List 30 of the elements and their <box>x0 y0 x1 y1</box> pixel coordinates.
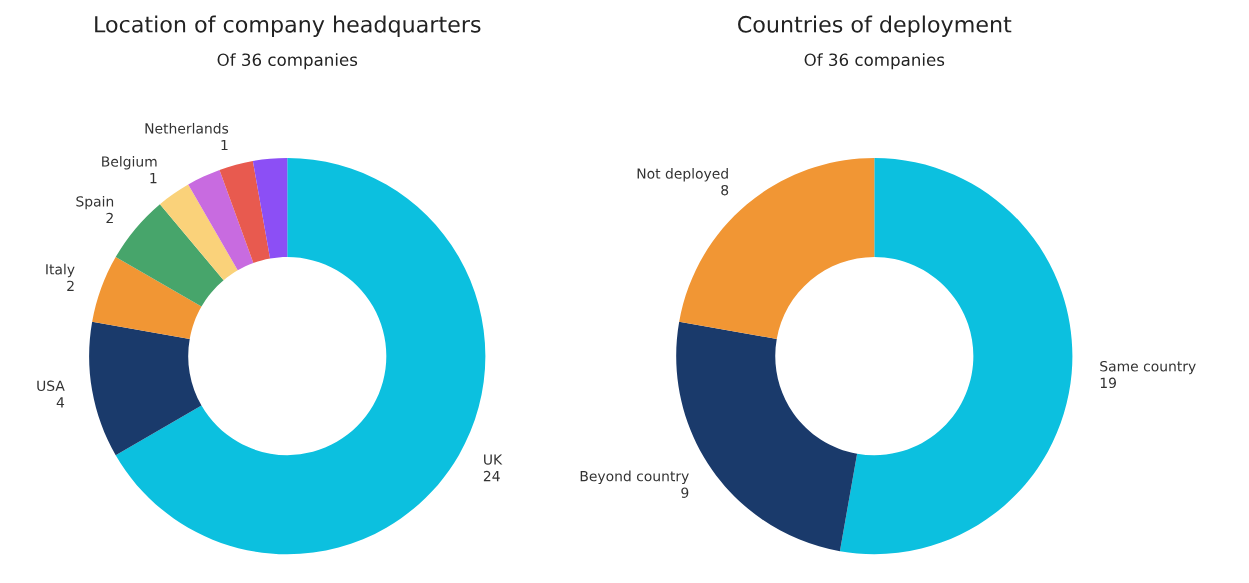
donut-slice <box>92 257 202 339</box>
slice-label: USA <box>37 380 65 392</box>
chart-title: Location of company headquarters <box>95 15 481 37</box>
donut-slice <box>159 184 238 281</box>
data-label: 19 <box>1100 377 1116 389</box>
slice-label: Spain <box>76 195 114 210</box>
slice-label: Not deployed <box>637 168 728 182</box>
slice-label: Belgium <box>102 156 157 170</box>
data-label: 4 <box>56 397 65 408</box>
slice-label: Beyond country <box>580 470 689 485</box>
chart-title: Countries of deployment <box>738 15 1012 37</box>
slice-label: Same country <box>1100 360 1196 375</box>
data-label: 24 <box>483 470 500 482</box>
donut-slice <box>839 157 1073 555</box>
data-label: 8 <box>721 184 729 196</box>
donut-slice <box>219 160 271 263</box>
chart-subtitle: Of 36 companies <box>217 53 358 70</box>
donut-slice <box>188 169 254 271</box>
slice-label: Netherlands <box>145 122 229 134</box>
data-label: 9 <box>681 487 689 498</box>
data-label: 1 <box>221 139 228 151</box>
donut-slice <box>89 321 202 456</box>
chart-subtitle: Of 36 companies <box>804 53 945 70</box>
data-label: 1 <box>150 173 157 184</box>
donut-slice <box>115 204 224 307</box>
data-label: 2 <box>67 280 74 291</box>
data-label: 2 <box>106 212 113 224</box>
donut-slice <box>252 157 288 259</box>
slice-label: UK <box>484 454 503 465</box>
slice-label: Italy <box>46 263 75 278</box>
